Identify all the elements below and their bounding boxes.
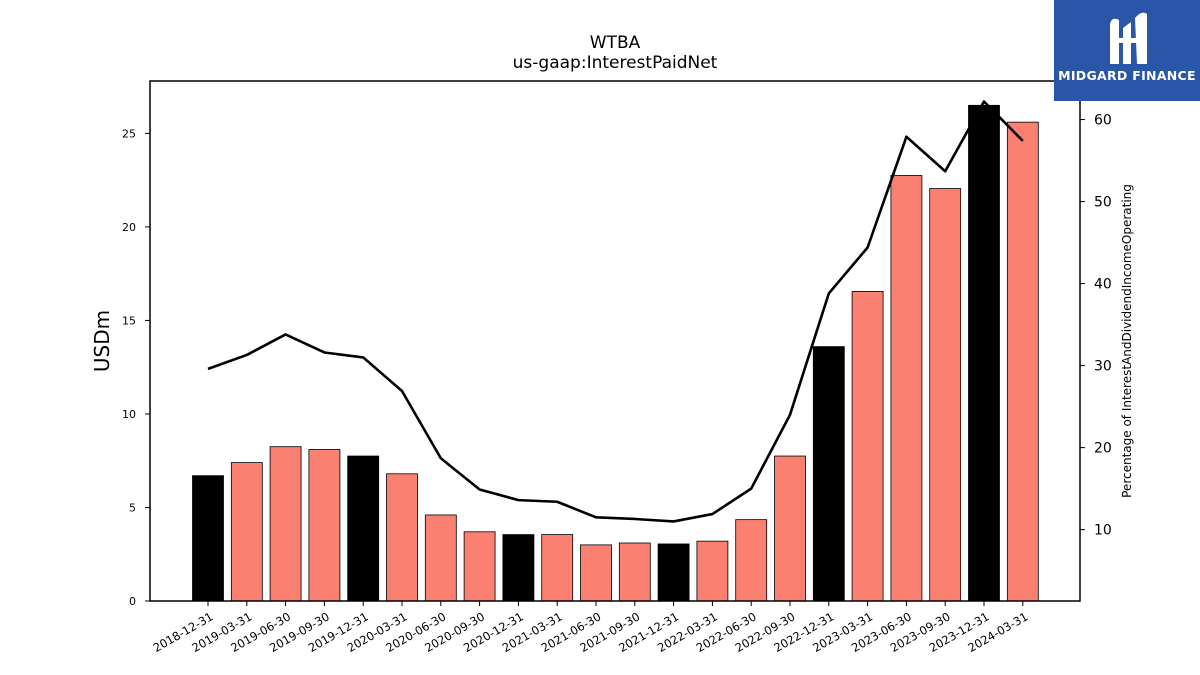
- y2-tick-label: 10: [1094, 523, 1112, 539]
- y-axis-ticks: 0 5 10 15 20 25: [122, 127, 150, 608]
- y-tick-label: 15: [122, 314, 136, 327]
- logo-text: MIDGARD FINANCE: [1058, 68, 1196, 83]
- y-tick-label: 5: [129, 501, 136, 514]
- y-axis-label: USDm: [90, 310, 114, 372]
- bar: [618, 542, 651, 602]
- bar: [269, 446, 302, 602]
- bar: [774, 455, 806, 602]
- bar: [696, 540, 729, 602]
- bar: [308, 449, 341, 602]
- y2-tick-label: 40: [1094, 277, 1112, 293]
- bar: [502, 534, 535, 602]
- y2-axis-ticks: 10 20 30 40 50 60: [1080, 113, 1112, 539]
- y2-tick-label: 60: [1094, 113, 1112, 129]
- y-tick-label: 10: [122, 408, 136, 421]
- logo-mark-icon: [1110, 12, 1147, 65]
- plot-frame: [149, 80, 1081, 602]
- line-series-path: [207, 100, 1024, 523]
- chart-title: WTBA: [590, 33, 641, 53]
- y-tick-label: 20: [122, 221, 136, 234]
- logo: MIDGARD FINANCE: [1054, 0, 1200, 101]
- y-tick-label: 0: [129, 595, 136, 608]
- bar: [929, 188, 962, 602]
- bar: [968, 104, 1000, 602]
- y-tick-label: 25: [122, 127, 136, 140]
- bar: [580, 544, 612, 602]
- chart-subtitle: us-gaap:InterestPaidNet: [513, 53, 718, 73]
- bar: [541, 534, 574, 602]
- bar-group: [192, 104, 1039, 602]
- bar: [192, 475, 224, 602]
- bar: [230, 462, 263, 602]
- x-axis-ticks: 2018-12-312019-03-312019-06-302019-09-30…: [151, 601, 1030, 655]
- bar: [424, 514, 457, 602]
- bar: [1006, 121, 1039, 602]
- bar: [386, 473, 418, 602]
- y2-axis-label: Percentage of InterestAndDividendIncomeO…: [1120, 184, 1134, 498]
- y2-tick-label: 20: [1094, 441, 1112, 457]
- bar: [347, 455, 380, 602]
- bar: [657, 543, 690, 602]
- bar: [735, 519, 768, 602]
- line-series: [207, 100, 1024, 523]
- bar: [890, 175, 923, 602]
- y2-tick-label: 50: [1094, 195, 1112, 211]
- bar: [463, 531, 496, 602]
- bar: [851, 291, 884, 602]
- bar: [812, 346, 845, 602]
- y2-tick-label: 30: [1094, 359, 1112, 375]
